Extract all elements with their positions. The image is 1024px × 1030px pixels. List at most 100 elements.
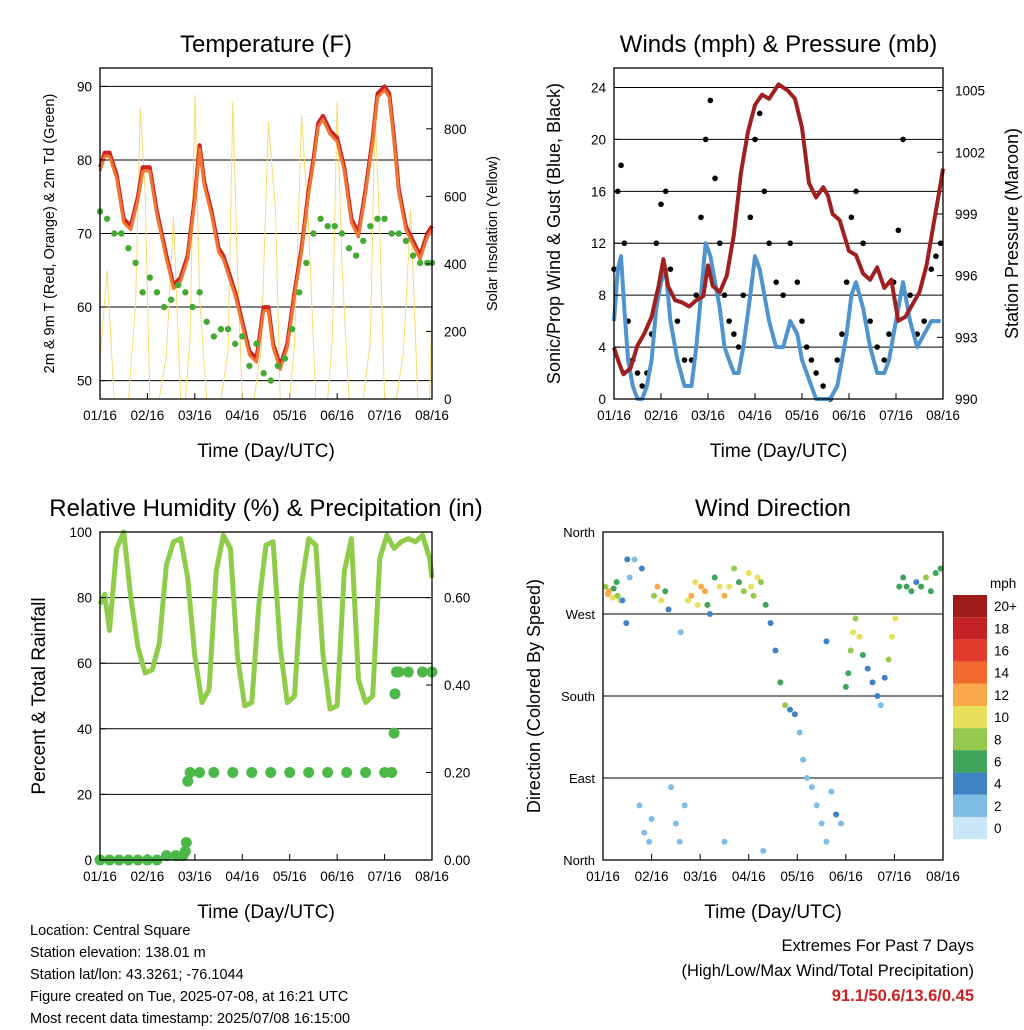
direction-point — [651, 592, 657, 599]
recent-timestamp: Most recent data timestamp: 2025/07/08 1… — [30, 1011, 351, 1027]
data-point — [227, 767, 239, 779]
colorbar-label: 0 — [994, 821, 1002, 836]
data-point — [260, 370, 267, 377]
data-point — [621, 240, 628, 247]
data-point — [324, 222, 331, 230]
colorbar-label: 14 — [994, 666, 1010, 681]
data-point — [707, 97, 714, 104]
colorbar-swatch — [953, 617, 987, 640]
y-tick-label: 50 — [77, 374, 92, 389]
y-tick-label: 80 — [77, 153, 92, 168]
y-axis-label: Percent & Total Rainfall — [29, 597, 50, 794]
direction-point — [838, 820, 844, 827]
direction-point — [923, 574, 929, 581]
data-point — [740, 292, 747, 298]
direction-point — [604, 590, 611, 597]
data-point — [907, 292, 913, 298]
direction-point — [877, 702, 884, 709]
x-axis-label: Time (Day/UTC) — [710, 441, 848, 462]
station-latlon: Station lat/lon: 43.3261; -76.1044 — [30, 967, 244, 983]
x-tick-label: 08/16 — [926, 869, 960, 884]
data-point — [374, 215, 381, 222]
data-point — [246, 767, 258, 779]
data-point — [132, 259, 139, 267]
y-right-tick-label: 996 — [955, 269, 978, 284]
data-point — [921, 318, 927, 324]
data-point — [674, 318, 681, 324]
data-point — [267, 377, 274, 384]
data-point — [388, 727, 400, 739]
data-point — [182, 289, 189, 296]
panel-winds: Winds (mph) & Pressure (mb) 01/16 02/16 03/… — [544, 31, 1022, 462]
data-point — [681, 357, 688, 363]
data-point — [253, 340, 260, 348]
data-point — [937, 240, 944, 247]
direction-point — [937, 565, 944, 572]
x-tick-label: 01/16 — [597, 408, 631, 423]
direction-point — [704, 601, 711, 608]
colorbar-swatch — [953, 794, 987, 817]
colorbar-label: 20+ — [994, 599, 1017, 614]
data-point — [803, 344, 810, 350]
data-point — [808, 357, 815, 363]
data-point — [881, 357, 888, 363]
data-point — [834, 357, 841, 363]
data-point — [886, 331, 892, 337]
direction-point — [750, 592, 757, 599]
y-right-tick-label: 990 — [955, 392, 978, 407]
direction-point — [782, 702, 789, 709]
y-axis-label: Sonic/Prop Wind & Gust (Blue, Black) — [544, 83, 564, 384]
direction-point — [619, 597, 626, 604]
direction-point — [646, 838, 653, 845]
x-tick-label: 06/16 — [829, 869, 863, 884]
x-tick-label: 07/16 — [879, 408, 913, 423]
direction-point — [613, 579, 620, 586]
x-tick-label: 04/16 — [738, 408, 772, 423]
colorbar-swatch — [953, 706, 987, 729]
data-point — [167, 296, 175, 303]
series-line — [612, 241, 941, 401]
colorbar-label: 2 — [994, 799, 1002, 814]
data-point — [281, 355, 289, 362]
direction-point — [913, 579, 920, 586]
x-tick-label: 03/16 — [691, 408, 725, 423]
x-axis-label: Time (Day/UTC) — [704, 902, 842, 923]
direction-point — [874, 693, 881, 699]
data-point — [395, 230, 402, 237]
data-point — [367, 222, 374, 230]
direction-point — [745, 570, 752, 576]
direction-point — [869, 679, 876, 686]
direction-point — [762, 601, 769, 608]
direction-point — [796, 729, 803, 736]
colorbar-swatch — [953, 750, 987, 773]
data-point — [345, 245, 353, 252]
data-point — [175, 281, 182, 289]
colorbar-swatch — [953, 817, 987, 840]
data-point — [900, 136, 906, 143]
direction-point — [692, 579, 699, 586]
colorbar-swatch — [953, 728, 987, 751]
y-right-tick-label: 200 — [444, 324, 467, 339]
x-tick-label: 07/16 — [368, 869, 402, 884]
extremes-block: Extremes For Past 7 Days (High/Low/Max W… — [681, 934, 974, 1009]
y-tick-label: 12 — [591, 236, 606, 251]
data-point — [180, 837, 192, 849]
direction-point — [896, 583, 903, 590]
data-point — [766, 240, 772, 247]
data-point — [194, 767, 206, 779]
y-tick-label: North — [563, 853, 595, 868]
colorbar-label: 4 — [994, 777, 1002, 792]
direction-point — [864, 665, 871, 672]
data-point — [693, 292, 700, 298]
direction-point — [740, 588, 747, 595]
data-point — [388, 230, 395, 237]
data-point — [393, 666, 405, 678]
x-tick-label: 02/16 — [131, 408, 165, 423]
y-tick-label: South — [561, 689, 595, 704]
x-tick-label: 05/16 — [780, 869, 814, 884]
data-point — [424, 259, 431, 267]
y-tick-label: 8 — [598, 288, 606, 303]
direction-point — [716, 583, 723, 590]
station-elevation: Station elevation: 138.01 m — [30, 945, 206, 961]
